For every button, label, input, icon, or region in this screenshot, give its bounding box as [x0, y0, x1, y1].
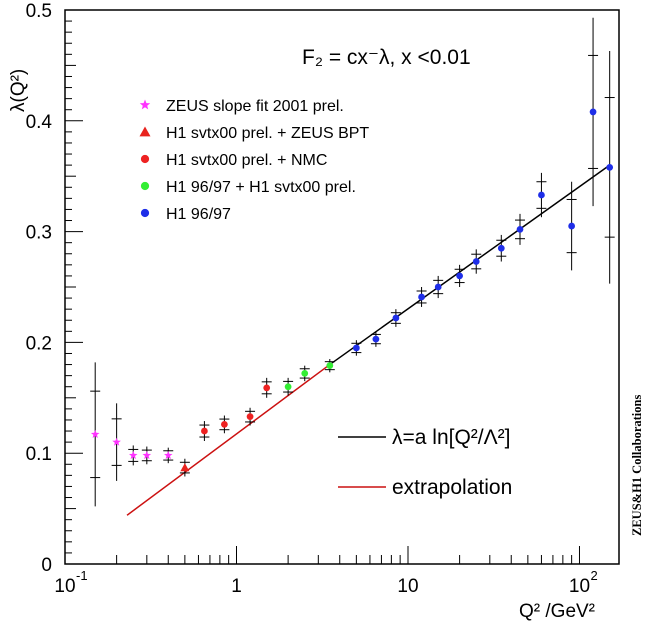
- fit-line: [329, 164, 611, 366]
- plot-frame: [64, 9, 620, 565]
- fit-line: [126, 363, 331, 516]
- data-point: [352, 344, 360, 352]
- data-point: [434, 283, 442, 291]
- legend-marker: [140, 208, 150, 218]
- data-point: [568, 222, 576, 230]
- y-tick-label: 0.1: [26, 444, 52, 465]
- data-point: [326, 362, 334, 370]
- y-tick-label: 0.5: [26, 1, 52, 22]
- data-point: [90, 429, 100, 438]
- curve-legend-label: λ=a ln[Q²/Λ²]: [392, 426, 510, 449]
- x-tick-label: 10: [54, 576, 75, 597]
- legend-marker: [139, 126, 151, 137]
- data-point: [284, 383, 292, 391]
- x-axis: 10-11 10 102: [54, 546, 598, 597]
- data-point: [472, 258, 480, 265]
- legend-label: H1 svtx00 prel. + ZEUS BPT: [166, 125, 369, 142]
- data-point: [456, 272, 463, 280]
- legend-marker: [140, 154, 150, 164]
- data-point: [372, 335, 380, 343]
- data-point: [246, 413, 254, 421]
- x-tick-label: 10: [397, 576, 418, 597]
- y-tick-label: 0.2: [26, 333, 52, 354]
- data-point: [606, 163, 614, 171]
- legend: ZEUS slope fit 2001 prel. H1 svtx00 prel.…: [139, 98, 369, 223]
- formula: F₂ = cx⁻λ, x <0.01: [302, 46, 471, 69]
- legend-marker: [140, 181, 150, 191]
- curve-legend-label: extrapolation: [392, 476, 512, 499]
- x-tick-exponent: 2: [590, 568, 597, 583]
- data-point: [263, 384, 271, 392]
- y-tick-label: 0.3: [26, 223, 52, 244]
- data-points: [90, 17, 615, 507]
- data-point: [418, 293, 425, 301]
- data-point: [538, 191, 545, 199]
- data-point: [589, 108, 597, 116]
- x-tick-label: 1: [231, 576, 242, 597]
- y-axis-label: λ(Q²): [8, 69, 29, 112]
- legend-label: H1 96/97: [166, 206, 231, 223]
- y-tick-label: 0: [41, 555, 52, 576]
- data-point: [497, 244, 505, 252]
- x-tick-exponent: -1: [76, 568, 88, 583]
- legend-label: ZEUS slope fit 2001 prel.: [166, 98, 344, 115]
- data-point: [516, 226, 524, 233]
- fit-curves: [126, 164, 611, 516]
- side-label: ZEUS&H1 Collaborations: [630, 394, 644, 536]
- legend-marker: [139, 99, 151, 110]
- data-point: [301, 370, 309, 377]
- legend-label: H1 96/97 + H1 svtx00 prel.: [166, 179, 356, 196]
- y-tick-label: 0.4: [26, 112, 53, 133]
- data-point: [221, 421, 228, 428]
- x-tick-label: 10: [569, 576, 590, 597]
- data-point: [201, 427, 208, 435]
- data-point: [142, 450, 152, 460]
- legend-label: H1 svtx00 prel. + NMC: [166, 152, 327, 169]
- curve-legend: λ=a ln[Q²/Λ²] extrapolation: [338, 426, 512, 499]
- data-point: [392, 314, 400, 322]
- data-point: [112, 437, 121, 446]
- data-point: [180, 463, 190, 472]
- y-axis: 0 0.1 0.2 0.3 0.4 0.5: [26, 1, 83, 576]
- data-point: [129, 450, 138, 460]
- data-point: [164, 450, 173, 460]
- x-axis-label: Q² /GeV²: [519, 601, 595, 622]
